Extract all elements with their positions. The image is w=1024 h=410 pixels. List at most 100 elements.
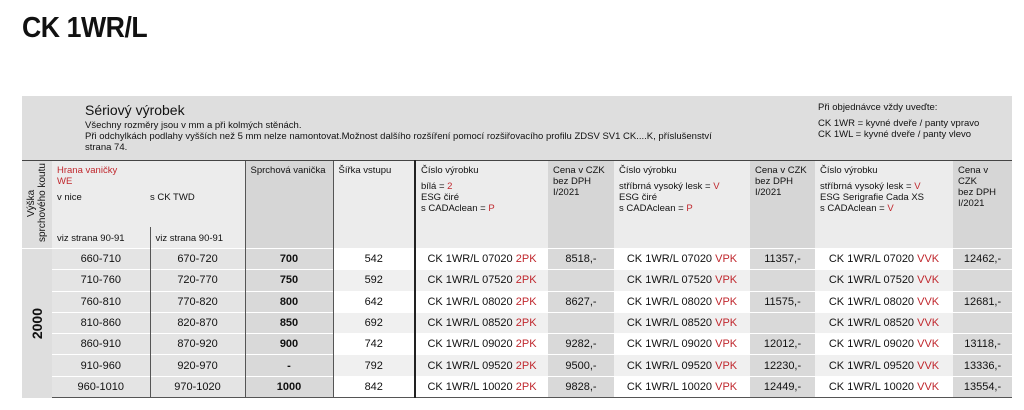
order-title: Při objednávce vždy uveďte:: [818, 102, 938, 113]
height-value: 2000: [22, 247, 52, 398]
code-base: CK 1WR/L 09520: [626, 359, 713, 372]
price: 9282,-: [548, 333, 614, 355]
entry-header: Šířka vstupu: [332, 160, 415, 249]
code-suffix: VPK: [715, 380, 738, 393]
table-row: 760-810 770-820 800 642 CK 1WR/L 08020 2PK 86…: [22, 290, 1012, 313]
price: [750, 311, 815, 334]
code-suffix: VVK: [917, 380, 940, 393]
code-base: CK 1WR/L 10020: [427, 380, 513, 393]
twd-range: 970-1020: [149, 375, 245, 399]
code-suffix: VPK: [715, 253, 738, 266]
code-suffix: 2PK: [515, 338, 537, 351]
price: 13118,-: [953, 333, 1012, 355]
tray-size: 750: [244, 269, 333, 292]
product-header-1: Číslo výrobku bílá = 2 ESG čiré s CADAclean…: [414, 160, 548, 249]
product-code: CK 1WR/L 08520 2PK: [414, 311, 548, 334]
code-base: CK 1WR/L 09020: [626, 338, 713, 351]
twd-range: 820-870: [149, 311, 245, 334]
code-suffix: VVK: [917, 338, 940, 351]
price: 13336,-: [953, 354, 1012, 377]
product-code: CK 1WR/L 10020 VPK: [614, 375, 750, 399]
section-heading: Sériový výrobek: [85, 102, 185, 118]
order-note: CK 1WL = kyvné dveře / panty vlevo: [818, 129, 972, 140]
price: [953, 311, 1012, 334]
entry-width: 842: [332, 375, 415, 399]
code-base: CK 1WR/L 08520: [427, 317, 513, 330]
product-code: CK 1WR/L 09020 VPK: [614, 333, 750, 355]
code-base: CK 1WR/L 07520: [427, 274, 513, 287]
table-row: 2000 660-710 670-720 700 542 CK 1WR/L 07020 2…: [22, 247, 1012, 398]
product-code: CK 1WR/L 07020 VPK: [614, 247, 750, 270]
product-code: CK 1WR/L 09520 VVK: [815, 354, 953, 377]
entry-width: 692: [332, 311, 415, 334]
height-header: Výška sprchového koutu: [22, 160, 52, 249]
product-code: CK 1WR/L 08020 2PK: [414, 290, 548, 313]
code-suffix: VPK: [715, 317, 738, 330]
product-code: CK 1WR/L 07520 2PK: [414, 269, 548, 292]
niche-range: 660-710: [52, 247, 150, 270]
product-code: CK 1WR/L 09020 VVK: [815, 333, 953, 355]
price: 8518,-: [548, 247, 614, 270]
product-code: CK 1WR/L 08520 VPK: [614, 311, 750, 334]
price: 9828,-: [548, 375, 614, 399]
entry-width: 542: [332, 247, 415, 270]
product-code: CK 1WR/L 08020 VPK: [614, 290, 750, 313]
price: [953, 269, 1012, 292]
product-code: CK 1WR/L 07020 2PK: [414, 247, 548, 270]
price: 11357,-: [750, 247, 815, 270]
tray-size: 700: [244, 247, 333, 270]
price: 11575,-: [750, 290, 815, 313]
price: 12449,-: [750, 375, 815, 399]
code-suffix: 2PK: [515, 274, 537, 287]
code-base: CK 1WR/L 09020: [427, 338, 513, 351]
note-line: Všechny rozměry jsou v mm a při kolmých …: [85, 120, 302, 131]
product-code: CK 1WR/L 07520 VPK: [614, 269, 750, 292]
product-header-3: Číslo výrobku stříbrná vysoký lesk = V ESG…: [815, 160, 953, 249]
table-row: 710-760 720-770 750 592 CK 1WR/L 07520 2PK CK…: [22, 269, 1012, 292]
product-table: Výška sprchového koutu Hrana vaničky WE v …: [22, 160, 1012, 399]
price: 8627,-: [548, 290, 614, 313]
price-header-1: Cena v CZK bez DPH I/2021: [548, 160, 614, 249]
code-base: CK 1WR/L 09520: [828, 359, 915, 372]
code-suffix: VPK: [715, 338, 738, 351]
twd-range: 770-820: [149, 290, 245, 313]
product-code: CK 1WR/L 07020 VVK: [815, 247, 953, 270]
price: [548, 311, 614, 334]
price: 12012,-: [750, 333, 815, 355]
product-code: CK 1WR/L 08020 VVK: [815, 290, 953, 313]
price: 13554,-: [953, 375, 1012, 399]
code-base: CK 1WR/L 07020: [427, 253, 513, 266]
tray-size: 900: [244, 333, 333, 355]
code-base: CK 1WR/L 08020: [427, 295, 513, 308]
code-base: CK 1WR/L 08020: [828, 295, 915, 308]
page-title: CK 1WR/L: [22, 12, 148, 44]
tray-size: 1000: [244, 375, 333, 399]
price-header-3: Cena v CZK bez DPH I/2021: [953, 160, 1012, 249]
tray-size: 800: [244, 290, 333, 313]
code-suffix: 2PK: [515, 359, 537, 372]
code-base: CK 1WR/L 07520: [626, 274, 713, 287]
tray-header: Sprchová vanička: [244, 160, 333, 249]
table-row: 960-1010 970-1020 1000 842 CK 1WR/L 10020 2P…: [22, 375, 1012, 399]
note-line: strana 74.: [85, 142, 128, 153]
info-band: Sériový výrobek Všechny rozměry jsou v m…: [22, 96, 1012, 160]
code-base: CK 1WR/L 10020: [828, 380, 915, 393]
price-header-2: Cena v CZK bez DPH I/2021: [750, 160, 815, 249]
entry-width: 742: [332, 333, 415, 355]
product-code: CK 1WR/L 07520 VVK: [815, 269, 953, 292]
twd-ref: viz strana 90-91: [149, 226, 245, 249]
code-suffix: VVK: [917, 317, 940, 330]
code-suffix: 2PK: [515, 253, 537, 266]
product-code: CK 1WR/L 09520 2PK: [414, 354, 548, 377]
price: 9500,-: [548, 354, 614, 377]
twd-range: 870-920: [149, 333, 245, 355]
entry-width: 792: [332, 354, 415, 377]
niche-range: 860-910: [52, 333, 150, 355]
code-suffix: 2PK: [515, 317, 537, 330]
twd-range: 920-970: [149, 354, 245, 377]
twd-range: 670-720: [149, 247, 245, 270]
code-base: CK 1WR/L 10020: [626, 380, 713, 393]
niche-range: 760-810: [52, 290, 150, 313]
product-code: CK 1WR/L 10020 VVK: [815, 375, 953, 399]
entry-width: 592: [332, 269, 415, 292]
